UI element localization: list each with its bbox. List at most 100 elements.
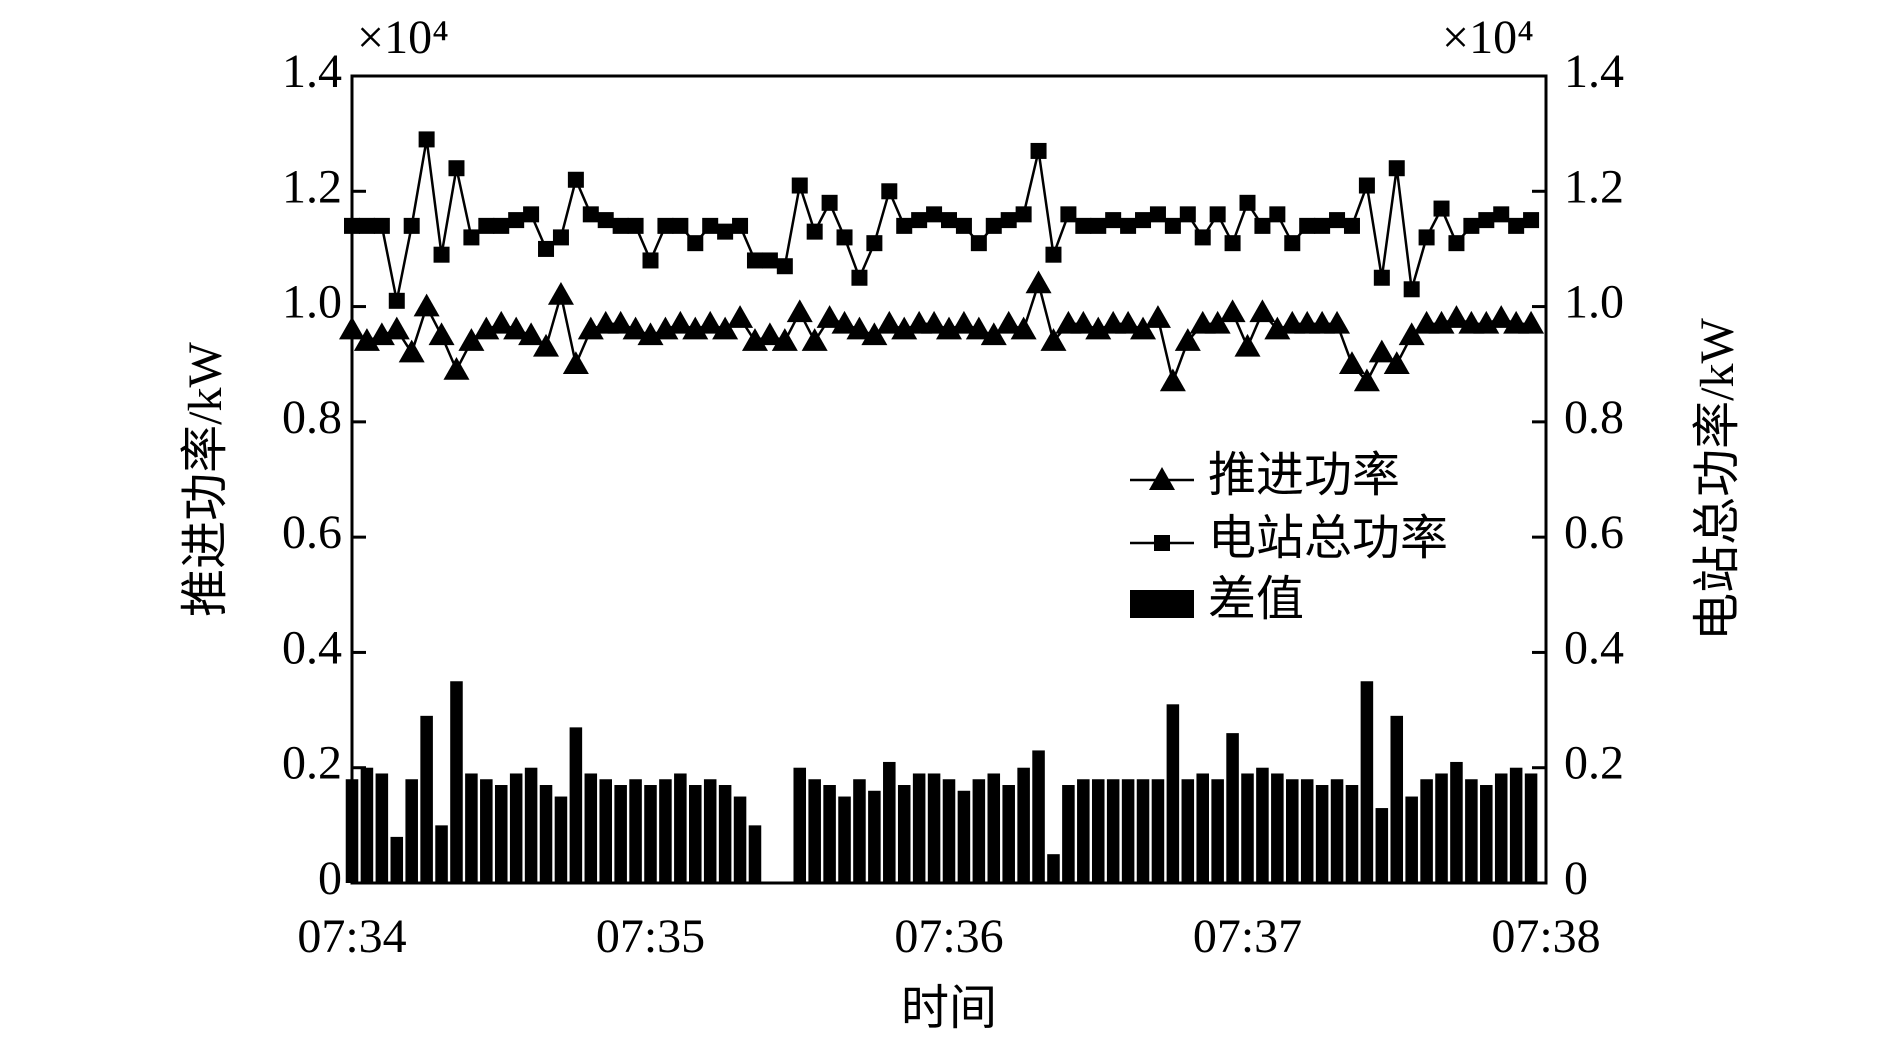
square-marker — [761, 252, 778, 269]
bar — [1196, 773, 1209, 883]
y2-tick-label: 1.4 — [1564, 45, 1624, 98]
bar — [1450, 761, 1463, 883]
triangle-marker — [816, 305, 843, 328]
bar — [793, 767, 807, 883]
bar — [1286, 779, 1299, 883]
triangle-marker — [622, 316, 649, 340]
triangle-marker — [1473, 310, 1500, 334]
bar — [1315, 785, 1329, 883]
bar — [629, 779, 642, 883]
triangle-marker — [383, 316, 410, 340]
square-marker — [642, 252, 659, 269]
triangle-marker — [965, 316, 992, 340]
triangle-marker — [428, 322, 455, 346]
square-marker — [597, 212, 614, 229]
square-marker — [582, 206, 599, 223]
y-tick-label: 1.0 — [282, 276, 342, 329]
triangle-marker — [577, 316, 604, 340]
square-marker — [567, 171, 584, 188]
y2-tick-label: 0.6 — [1564, 506, 1624, 559]
triangle-marker — [980, 322, 1007, 346]
square-marker — [1508, 217, 1525, 234]
legend-item: 推进功率 — [1130, 449, 1400, 502]
bar — [927, 773, 941, 883]
square-marker — [1060, 206, 1077, 223]
legend-marker — [1149, 467, 1175, 490]
bar — [868, 790, 881, 883]
y2-axis-label: 电站总功率/kW — [1691, 317, 1744, 640]
triangle-marker — [488, 310, 515, 334]
triangle-marker — [1428, 310, 1455, 334]
bar — [1166, 704, 1180, 883]
bar — [1017, 767, 1030, 883]
square-marker — [1194, 229, 1211, 246]
triangle-marker — [756, 322, 783, 346]
bar — [390, 836, 404, 883]
triangle-marker — [1144, 305, 1171, 328]
bar — [1390, 715, 1404, 883]
bar — [614, 785, 627, 883]
square-marker — [418, 131, 435, 148]
bar — [1509, 767, 1523, 883]
triangle-marker — [1383, 351, 1410, 374]
triangle-marker — [547, 282, 574, 305]
bar — [599, 779, 612, 883]
bar — [1375, 808, 1389, 883]
y-tick-label: 0.2 — [282, 737, 342, 790]
triangle-marker — [562, 351, 589, 374]
square-marker — [1403, 281, 1420, 298]
square-marker — [911, 212, 928, 229]
triangle-marker — [667, 310, 694, 334]
square-marker — [732, 217, 749, 234]
square-marker — [358, 217, 375, 234]
bar — [1360, 681, 1374, 883]
square-marker — [1090, 217, 1107, 234]
square-marker — [1179, 206, 1196, 223]
triangle-marker — [368, 322, 395, 346]
y-axis-label: 推进功率/kW — [179, 341, 232, 616]
bar — [644, 785, 657, 883]
square-marker — [657, 217, 674, 234]
square-marker — [1448, 235, 1465, 252]
triangle-marker — [741, 328, 768, 351]
triangle-marker — [771, 328, 798, 351]
square-marker — [1224, 235, 1241, 252]
square-marker — [985, 217, 1002, 234]
bar — [405, 779, 418, 883]
bar — [1032, 750, 1045, 883]
square-marker — [702, 217, 719, 234]
bar — [972, 779, 986, 883]
triangle-marker — [1488, 305, 1515, 328]
triangle-marker — [1338, 351, 1365, 374]
triangle-marker — [921, 310, 948, 334]
square-marker — [776, 258, 793, 275]
triangle-marker — [398, 339, 425, 363]
legend-label: 推进功率 — [1208, 449, 1400, 502]
square-marker — [791, 177, 808, 194]
bar — [360, 767, 374, 883]
square-marker — [508, 212, 525, 229]
bar — [823, 785, 836, 883]
square-marker — [955, 217, 972, 234]
bar — [808, 779, 821, 883]
bar — [524, 767, 538, 883]
bar — [1256, 767, 1269, 883]
square-marker — [1343, 217, 1360, 234]
x-tick-label: 07:36 — [894, 910, 1003, 963]
y2-tick-label: 0.4 — [1564, 621, 1624, 674]
bar — [375, 773, 389, 883]
bar — [1047, 854, 1060, 883]
y-tick-label: 0.8 — [282, 391, 342, 444]
bar — [853, 779, 866, 883]
square-marker — [717, 223, 734, 240]
bar — [1494, 773, 1508, 883]
square-marker — [1373, 269, 1390, 286]
legend-item: 电站总功率 — [1130, 512, 1448, 565]
bar — [584, 773, 598, 883]
x-tick-label: 07:37 — [1193, 910, 1302, 963]
square-marker — [1433, 200, 1450, 217]
bar — [1300, 779, 1314, 883]
square-marker — [1075, 217, 1092, 234]
square-marker — [1209, 206, 1226, 223]
bar — [1181, 779, 1195, 883]
